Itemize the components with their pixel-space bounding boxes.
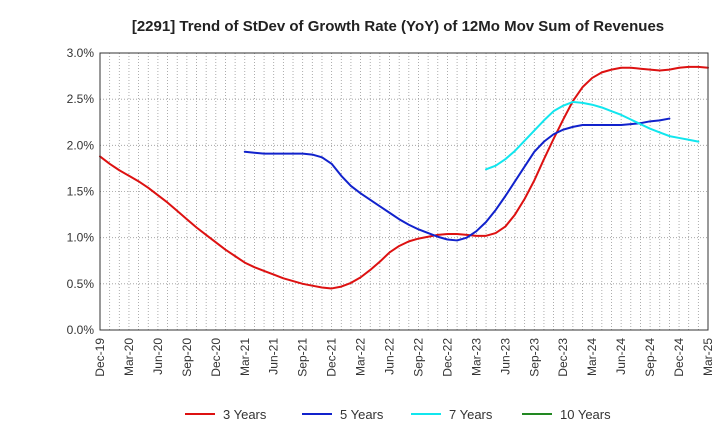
y-tick-label: 3.0% [67, 46, 95, 60]
series-lines [99, 65, 709, 290]
x-tick-label: Dec-19 [93, 338, 107, 377]
legend-label-5-years: 5 Years [340, 407, 384, 422]
x-tick-label: Dec-24 [672, 338, 686, 377]
x-tick-label: Sep-24 [643, 338, 657, 377]
y-tick-label: 0.0% [67, 323, 95, 337]
x-tick-label: Mar-23 [469, 338, 483, 376]
y-tick-label: 1.5% [67, 185, 95, 199]
x-tick-label: Dec-23 [556, 338, 570, 377]
y-tick-label: 0.5% [67, 277, 95, 291]
x-tick-label: Mar-21 [238, 338, 252, 376]
x-tick-label: Mar-20 [122, 338, 136, 376]
x-tick-label: Jun-23 [498, 338, 512, 375]
x-tick-label: Mar-24 [585, 338, 599, 376]
x-tick-label: Dec-21 [325, 338, 339, 377]
chart-title: [2291] Trend of StDev of Growth Rate (Yo… [132, 18, 664, 35]
x-tick-label: Jun-22 [383, 338, 397, 375]
legend-label-3-years: 3 Years [223, 407, 267, 422]
x-tick-label: Jun-24 [614, 338, 628, 375]
y-axis: 0.0% 0.5% 1.0% 1.5% 2.0% 2.5% 3.0% [67, 46, 95, 337]
legend: 3 Years 5 Years 7 Years 10 Years [185, 407, 611, 422]
series-line-7-years [485, 100, 700, 171]
y-tick-label: 1.0% [67, 231, 95, 245]
x-tick-label: Dec-22 [440, 338, 454, 377]
x-tick-label: Mar-25 [701, 338, 715, 376]
x-tick-label: Sep-21 [296, 338, 310, 377]
legend-label-7-years: 7 Years [449, 407, 493, 422]
y-tick-label: 2.5% [67, 92, 95, 106]
series-line-5-years [243, 117, 671, 242]
grid [100, 53, 708, 330]
x-tick-label: Mar-22 [354, 338, 368, 376]
x-tick-label: Dec-20 [209, 338, 223, 377]
legend-label-10-years: 10 Years [560, 407, 611, 422]
series-line-3-years [99, 65, 709, 290]
x-tick-label: Sep-22 [411, 338, 425, 377]
y-tick-label: 2.0% [67, 138, 95, 152]
x-tick-label: Jun-20 [151, 338, 165, 375]
x-tick-label: Sep-20 [180, 338, 194, 377]
x-axis: Dec-19 Mar-20 Jun-20 Sep-20 Dec-20 Mar-21 Jun-… [93, 338, 715, 377]
x-tick-label: Jun-21 [267, 338, 281, 375]
x-tick-label: Sep-23 [527, 338, 541, 377]
plot-frame [99, 52, 709, 331]
